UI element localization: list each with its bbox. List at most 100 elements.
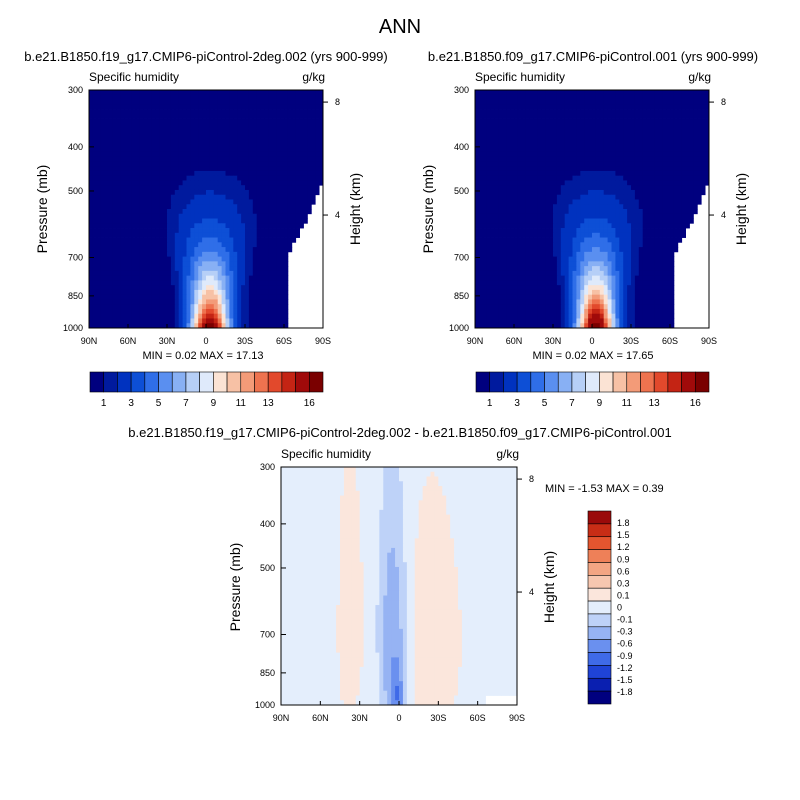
contour-cell — [135, 170, 141, 177]
contour-cell — [564, 180, 569, 186]
contour-cell — [666, 199, 671, 205]
contour-cell — [143, 180, 148, 186]
contour-cell — [506, 237, 511, 243]
contour-cell — [280, 232, 285, 238]
contour-cell — [104, 242, 109, 248]
contour-cell — [202, 237, 207, 243]
contour-cell — [486, 261, 491, 267]
contour-cell — [280, 147, 285, 153]
contour-cell — [209, 166, 215, 172]
contour-cell — [670, 128, 675, 134]
contour-cell — [92, 223, 98, 229]
contour-cell — [104, 251, 109, 257]
contour-cell — [592, 142, 597, 148]
contour-cell — [120, 151, 125, 158]
contour-cell — [139, 228, 144, 234]
contour-cell — [221, 166, 226, 172]
contour-cell — [206, 242, 211, 248]
colorbar-box — [185, 371, 200, 393]
contour-cell — [89, 170, 94, 177]
contour-cell — [120, 237, 125, 243]
contour-cell — [268, 94, 273, 100]
contour-cell — [654, 151, 659, 158]
contour-cell — [143, 199, 148, 205]
contour-cell — [510, 199, 515, 205]
contour-cell — [603, 218, 608, 224]
contour-cell — [490, 251, 495, 257]
y-tick-label: 700 — [68, 252, 83, 262]
contour-cell — [159, 313, 164, 319]
contour-cell — [611, 132, 616, 138]
contour-cell — [541, 256, 546, 262]
contour-cell — [482, 113, 488, 119]
contour-cell — [272, 280, 277, 286]
contour-cell — [217, 128, 222, 134]
contour-cell — [151, 194, 156, 200]
contour-cell — [595, 142, 601, 148]
contour-cell — [478, 185, 484, 191]
contour-cell — [151, 151, 156, 158]
contour-cell — [537, 142, 542, 148]
contour-cell — [256, 251, 261, 257]
contour-cell — [599, 161, 605, 167]
contour-cell — [194, 266, 199, 272]
contour-cell — [564, 113, 569, 119]
contour-cell — [498, 189, 503, 196]
contour-cell — [163, 237, 168, 243]
contour-cell — [287, 209, 293, 215]
contour-cell — [623, 251, 628, 257]
contour-cell — [572, 261, 577, 267]
contour-cell — [155, 242, 160, 248]
contour-cell — [178, 170, 183, 177]
contour-cell — [233, 90, 238, 96]
contour-cell — [576, 161, 581, 167]
contour-cell — [549, 170, 554, 177]
contour-cell — [650, 170, 655, 177]
contour-cell — [182, 142, 187, 148]
contour-cell — [182, 204, 187, 210]
contour-cell — [112, 308, 117, 315]
contour-cell — [295, 175, 300, 181]
contour-cell — [264, 299, 269, 305]
contour-cell — [213, 99, 219, 105]
contour-cell — [252, 104, 258, 110]
contour-cell — [514, 94, 519, 100]
contour-cell — [284, 275, 289, 281]
contour-cell — [521, 199, 527, 205]
contour-cell — [221, 194, 226, 200]
contour-cell — [159, 166, 164, 172]
colorbar-box — [254, 371, 269, 393]
contour-cell — [611, 99, 616, 105]
contour-cell — [182, 313, 187, 319]
contour-cell — [615, 90, 620, 96]
contour-cell — [662, 104, 667, 110]
contour-cell — [592, 180, 597, 186]
contour-cell — [677, 175, 683, 181]
contour-cell — [213, 308, 219, 315]
contour-cell — [623, 128, 628, 134]
contour-cell — [658, 128, 663, 134]
contour-cell — [662, 237, 667, 243]
contour-cell — [494, 209, 499, 215]
contour-cell — [198, 289, 203, 296]
contour-cell — [174, 275, 180, 281]
contour-cell — [634, 113, 640, 119]
contour-cell — [178, 151, 183, 158]
contour-cell — [303, 94, 308, 100]
contour-cell — [213, 156, 219, 162]
contour-cell — [139, 156, 144, 162]
contour-cell — [615, 99, 620, 105]
contour-cell — [537, 94, 542, 100]
contour-cell — [170, 194, 176, 200]
contour-cell — [237, 194, 242, 200]
contour-cell — [147, 242, 152, 248]
contour-cell — [627, 228, 632, 234]
contour-cell — [623, 256, 628, 262]
contour-cell — [139, 151, 144, 158]
contour-cell — [143, 289, 148, 296]
contour-cell — [241, 185, 246, 191]
contour-cell — [568, 242, 573, 248]
contour-cell — [646, 261, 651, 267]
contour-cell — [170, 323, 176, 329]
contour-cell — [619, 251, 624, 257]
